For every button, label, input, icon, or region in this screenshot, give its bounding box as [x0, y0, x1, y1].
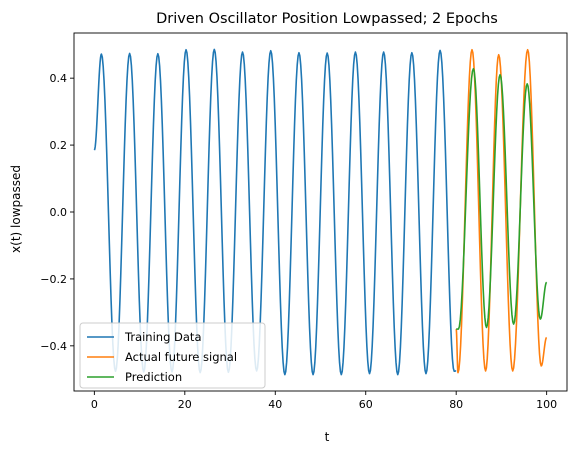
x-tick-label: 100 [536, 398, 557, 411]
x-tick-label: 20 [178, 398, 192, 411]
x-axis: 0 20 40 60 80 100 [91, 391, 557, 411]
series-line-2 [455, 68, 548, 330]
y-tick-label: 0.4 [50, 72, 68, 85]
legend: Training Data Actual future signal Predict… [79, 322, 266, 389]
x-tick-label: 80 [449, 398, 463, 411]
legend-entry: Actual future signal [125, 350, 237, 364]
y-axis: −0.4 −0.2 0.0 0.2 0.4 [40, 72, 74, 353]
y-tick-label: −0.4 [40, 340, 67, 353]
y-tick-label: 0.2 [50, 139, 68, 152]
x-tick-label: 40 [268, 398, 282, 411]
y-tick-label: −0.2 [40, 273, 67, 286]
x-axis-label: t [325, 430, 330, 444]
legend-entry: Training Data [124, 330, 202, 344]
y-axis-label: x(t) lowpassed [9, 165, 23, 253]
x-tick-label: 60 [359, 398, 373, 411]
y-tick-label: 0.0 [50, 206, 68, 219]
legend-entry: Prediction [125, 370, 182, 384]
legend-box [79, 322, 266, 389]
chart-title: Driven Oscillator Position Lowpassed; 2 … [156, 11, 498, 27]
series-line-0 [93, 48, 457, 376]
x-tick-label: 0 [91, 398, 98, 411]
